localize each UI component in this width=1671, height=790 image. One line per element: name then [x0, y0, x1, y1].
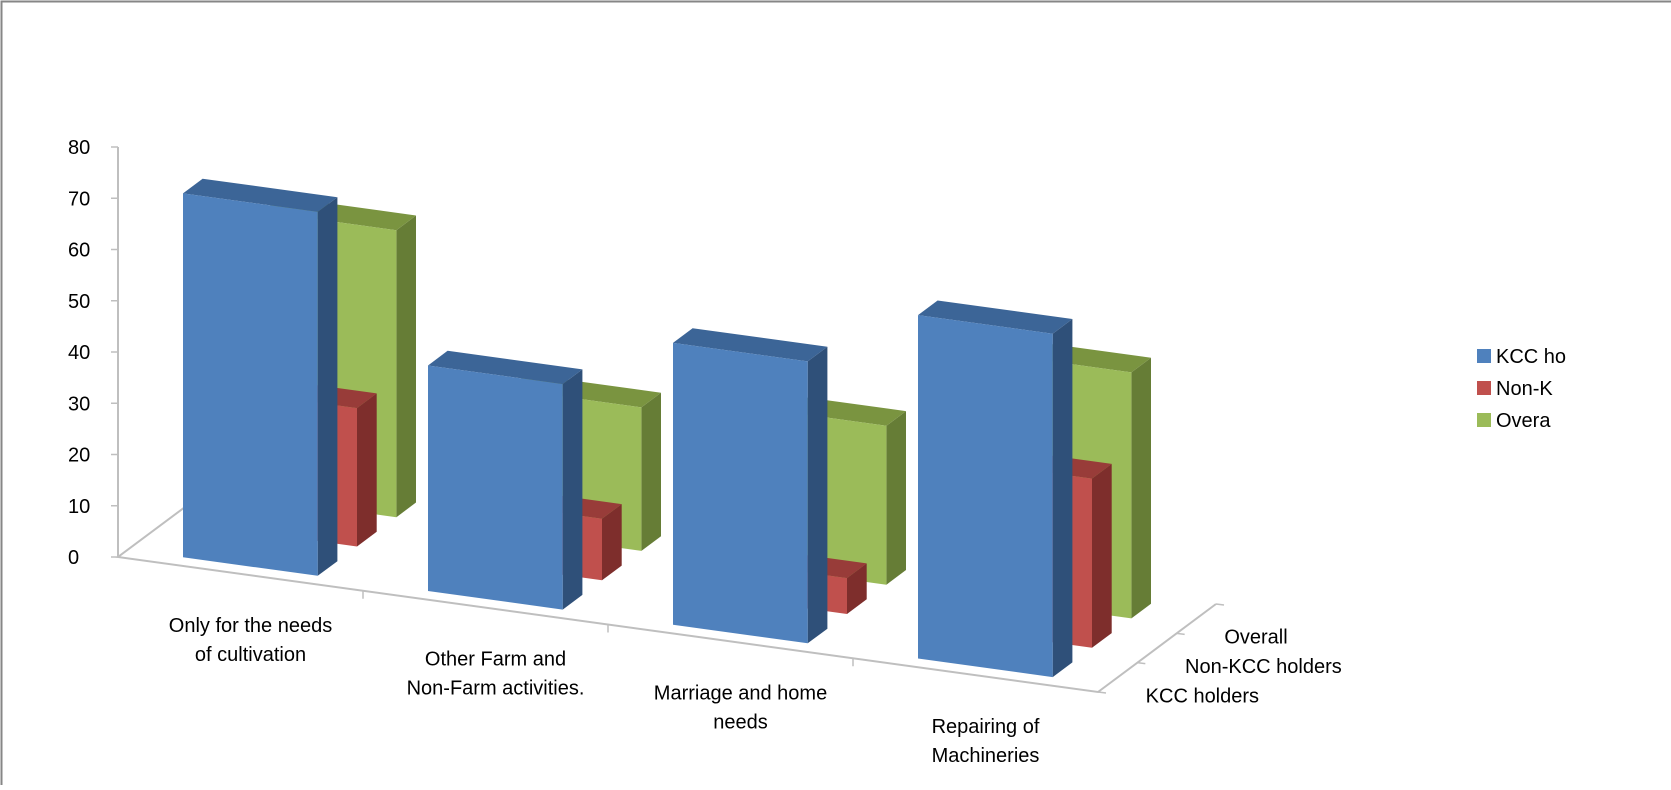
depth-tick-mark — [1098, 692, 1106, 693]
bar-front — [183, 193, 318, 575]
bar-side — [563, 369, 583, 609]
y-tick-label: 0 — [68, 547, 79, 569]
legend-label: KCC ho — [1496, 346, 1566, 368]
bar-kcc-holders-2 — [428, 351, 582, 610]
y-tick-label: 20 — [68, 445, 90, 467]
bar-kcc-holders-1 — [183, 179, 337, 576]
bar-side — [318, 197, 338, 576]
bar-side — [1053, 319, 1073, 677]
y-tick-label: 30 — [68, 393, 90, 415]
bar-side — [357, 393, 377, 546]
bar-kcc-holders-3 — [673, 328, 827, 643]
depth-axis-label: KCC holders — [1146, 685, 1259, 707]
bar-side — [641, 393, 661, 551]
depth-tick-mark — [1137, 663, 1145, 664]
depth-axis-label: Non-KCC holders — [1185, 656, 1342, 678]
y-tick-label: 40 — [68, 342, 90, 364]
bar-side — [808, 347, 828, 644]
legend: KCC ho Non-K Overa — [1477, 346, 1566, 432]
bar-side — [396, 216, 416, 518]
bars — [183, 179, 1151, 677]
y-tick-label: 50 — [68, 291, 90, 313]
bar-front — [918, 315, 1053, 677]
legend-swatch — [1477, 413, 1491, 427]
legend-swatch — [1477, 349, 1491, 363]
bar-front — [428, 366, 563, 610]
bar-kcc-holders-4 — [918, 301, 1072, 678]
y-axis-tick-labels: 0 10 20 30 40 50 60 70 80 — [68, 137, 90, 569]
y-tick-label: 60 — [68, 240, 90, 262]
legend-swatch — [1477, 381, 1491, 395]
depth-axis-label: Overall — [1224, 627, 1287, 649]
bar-front — [673, 343, 808, 643]
depth-tick-mark — [1177, 633, 1185, 634]
bar-side — [1131, 358, 1151, 619]
bar-side — [886, 411, 906, 585]
y-tick-label: 70 — [68, 188, 90, 210]
bar-side — [1092, 464, 1112, 648]
depth-axis-labels: KCC holders Non-KCC holders Overall — [1146, 627, 1342, 708]
y-tick-label: 80 — [68, 137, 90, 159]
depth-tick-mark — [1216, 604, 1224, 605]
legend-label: Overa — [1496, 410, 1551, 432]
legend-label: Non-K — [1496, 378, 1553, 400]
y-tick-label: 10 — [68, 496, 90, 518]
